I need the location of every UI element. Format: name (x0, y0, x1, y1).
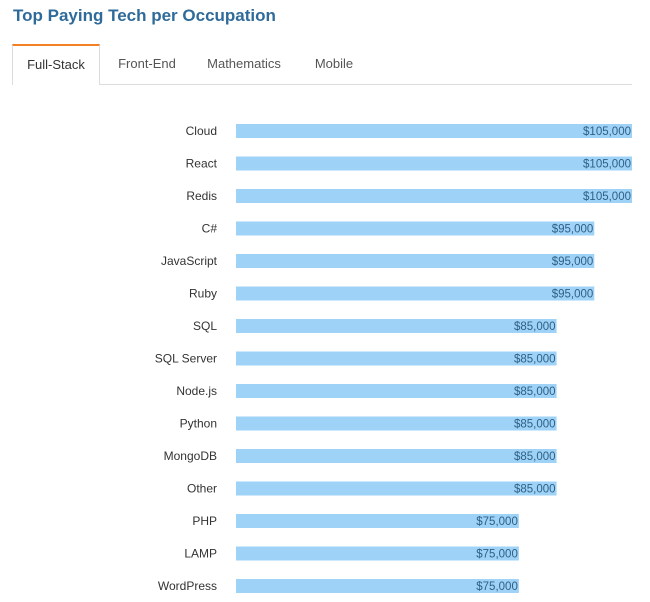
value-label-node-js: $85,000 (514, 386, 556, 398)
value-label-python: $85,000 (514, 419, 556, 431)
value-label-redis: $105,000 (583, 191, 631, 203)
bar-sql-server[interactable] (236, 351, 557, 366)
bar-python[interactable] (236, 416, 557, 431)
category-label-react: React (186, 157, 218, 171)
bar-c[interactable] (236, 221, 595, 236)
category-label-ruby: Ruby (189, 287, 217, 301)
bar-cloud[interactable] (236, 124, 632, 138)
value-label-php: $75,000 (476, 516, 518, 528)
bar-sql[interactable] (236, 319, 557, 333)
bar-node-js[interactable] (236, 384, 557, 398)
tab-mathematics[interactable]: Mathematics (207, 56, 281, 71)
tab-full-stack[interactable]: Full-Stack (12, 44, 100, 85)
tab-mobile[interactable]: Mobile (314, 56, 354, 71)
category-label-javascript: JavaScript (161, 254, 218, 268)
category-label-other: Other (187, 482, 217, 496)
bar-javascript[interactable] (236, 254, 595, 268)
value-label-lamp: $75,000 (476, 549, 518, 561)
bar-react[interactable] (236, 156, 632, 171)
bar-mongodb[interactable] (236, 449, 557, 463)
category-label-cloud: Cloud (186, 124, 217, 138)
value-label-wordpress: $75,000 (476, 581, 518, 593)
category-label-wordpress: WordPress (158, 579, 217, 593)
category-label-redis: Redis (186, 189, 217, 203)
value-label-ruby: $95,000 (552, 289, 594, 301)
bar-lamp[interactable] (236, 546, 519, 561)
bar-ruby[interactable] (236, 286, 595, 301)
tab-front-end[interactable]: Front-End (118, 56, 176, 71)
value-label-sql-server: $85,000 (514, 354, 556, 366)
value-label-react: $105,000 (583, 159, 631, 171)
category-label-node-js: Node.js (176, 384, 217, 398)
category-label-python: Python (180, 417, 217, 431)
value-label-cloud: $105,000 (583, 126, 631, 138)
bar-php[interactable] (236, 514, 519, 528)
category-label-lamp: LAMP (184, 547, 217, 561)
category-label-c: C# (202, 222, 218, 236)
value-label-sql: $85,000 (514, 321, 556, 333)
category-label-mongodb: MongoDB (164, 449, 217, 463)
value-label-javascript: $95,000 (552, 256, 594, 268)
page-title: Top Paying Tech per Occupation (13, 6, 276, 25)
category-label-sql: SQL (193, 319, 217, 333)
category-label-php: PHP (192, 514, 217, 528)
bar-other[interactable] (236, 481, 557, 496)
value-label-c: $95,000 (552, 224, 594, 236)
value-label-other: $85,000 (514, 484, 556, 496)
bar-redis[interactable] (236, 189, 632, 203)
category-label-sql-server: SQL Server (155, 352, 217, 366)
occupation-tabs: Full-Stack Front-End Mathematics Mobile (12, 44, 632, 85)
bar-wordpress[interactable] (236, 579, 519, 593)
value-label-mongodb: $85,000 (514, 451, 556, 463)
